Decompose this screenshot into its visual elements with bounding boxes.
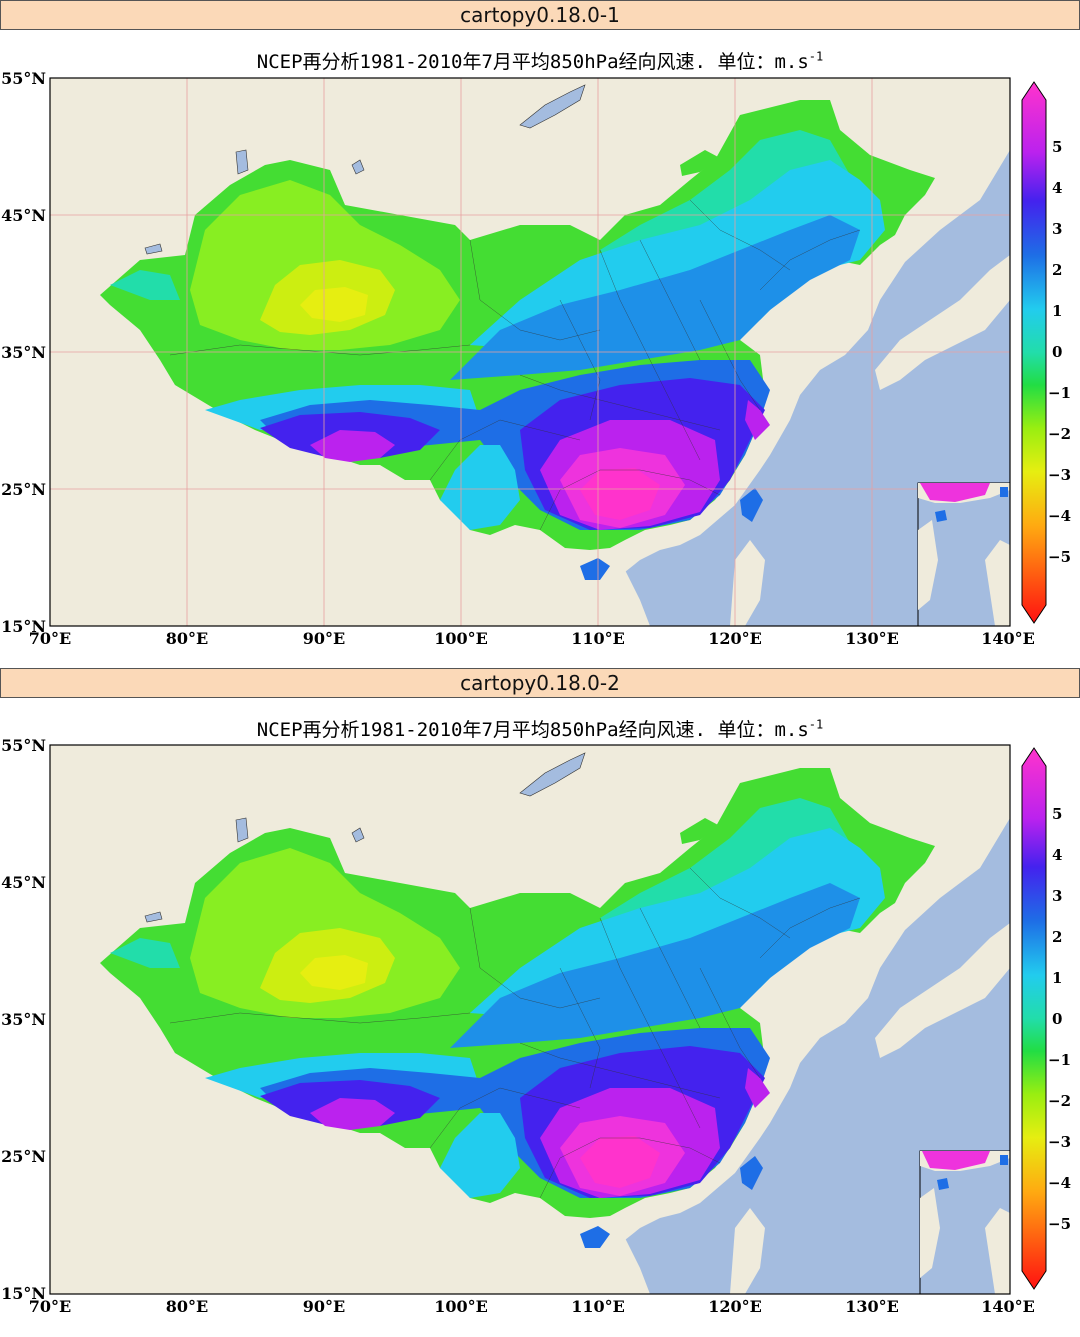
panel-header: cartopy0.18.0-2 <box>0 668 1080 698</box>
lake <box>351 827 365 843</box>
map-frame <box>49 744 1011 1295</box>
lat-label: 15°N <box>1 617 46 636</box>
colorbar-tick: −4 <box>1048 507 1071 525</box>
japan-land <box>875 923 1010 1058</box>
map-area <box>50 78 1010 626</box>
south-china-sea-inset <box>919 1150 1010 1294</box>
lake <box>144 911 163 923</box>
colorbar-tick: −4 <box>1048 1174 1071 1192</box>
japan-land <box>875 255 1010 390</box>
colorbar-tick: −2 <box>1048 1092 1071 1110</box>
colorbar-tick: −3 <box>1048 1133 1071 1151</box>
colorbar-tick: 1 <box>1052 302 1062 320</box>
colorbar-tick: −1 <box>1048 384 1071 402</box>
wind-field <box>100 768 935 1248</box>
lon-label: 80°E <box>166 1297 208 1316</box>
panel-2: cartopy0.18.0-2 NCEP再分析1981-2010年7月平均850… <box>0 668 1080 1337</box>
lon-label: 110°E <box>571 1297 625 1316</box>
colorbar-tick: −2 <box>1048 425 1071 443</box>
map-figure: 55°N 45°N 35°N 25°N 15°N 70°E 80°E 90°E … <box>1 736 1071 1316</box>
lat-label: 55°N <box>1 69 46 88</box>
map-title-text: NCEP再分析1981-2010年7月平均850hPa经向风速. 单位：m.s <box>256 51 809 73</box>
wind-field <box>100 100 935 580</box>
lon-label: 80°E <box>166 629 208 648</box>
map-area <box>50 745 1010 1294</box>
colorbar-tick: 5 <box>1052 805 1062 823</box>
lon-label: 120°E <box>708 1297 762 1316</box>
colorbar-tick: 1 <box>1052 969 1062 987</box>
philippines-land <box>730 540 765 626</box>
lat-axis: 55°N 45°N 35°N 25°N 15°N <box>1 736 46 1303</box>
colorbar-tick: 5 <box>1052 138 1062 156</box>
lat-label: 45°N <box>1 873 46 892</box>
lat-axis: 55°N 45°N 35°N 25°N 15°N <box>1 69 46 636</box>
lat-label: 35°N <box>1 1010 46 1029</box>
colorbar: 5 4 3 2 1 0 −1 −2 −3 −4 −5 <box>1021 81 1071 624</box>
lon-label: 120°E <box>708 629 762 648</box>
map-figure: 55°N 45°N 35°N 25°N 15°N 70°E 80°E 90°E … <box>1 69 1071 648</box>
lon-label: 140°E <box>981 629 1035 648</box>
lake <box>519 84 586 129</box>
map-title-exponent: -1 <box>808 49 824 64</box>
province-borders <box>169 199 861 531</box>
colorbar-body <box>1021 81 1047 624</box>
colorbar-body <box>1021 747 1047 1290</box>
map-frame <box>49 77 1011 627</box>
south-china-sea-inset <box>917 482 1010 626</box>
lon-label: 70°E <box>29 629 71 648</box>
korea-land <box>810 926 855 1013</box>
colorbar-ticks: 5 4 3 2 1 0 −1 −2 −3 −4 −5 <box>1048 138 1071 566</box>
colorbar-tick: 2 <box>1052 261 1062 279</box>
map-title-text: NCEP再分析1981-2010年7月平均850hPa经向风速. 单位：m.s <box>256 719 809 741</box>
colorbar-tick: 0 <box>1052 343 1062 361</box>
lat-label: 35°N <box>1 343 46 362</box>
colorbar-tick: 3 <box>1052 220 1062 238</box>
lon-axis: 70°E 80°E 90°E 100°E 110°E 120°E 130°E 1… <box>29 629 1035 648</box>
colorbar-tick: −3 <box>1048 466 1071 484</box>
philippines-land <box>730 1208 765 1294</box>
province-borders <box>169 867 861 1199</box>
lake <box>351 159 365 175</box>
colorbar-tick: 4 <box>1052 846 1062 864</box>
colorbar-ticks: 5 4 3 2 1 0 −1 −2 −3 −4 −5 <box>1048 805 1071 1233</box>
lon-label: 100°E <box>434 629 488 648</box>
lon-label: 140°E <box>981 1297 1035 1316</box>
lon-label: 130°E <box>845 629 899 648</box>
lake <box>144 243 163 255</box>
colorbar-tick: 3 <box>1052 887 1062 905</box>
panel-1: cartopy0.18.0-1 NCEP再分析1981-2010年7月平均850… <box>0 0 1080 668</box>
lat-label: 25°N <box>1 1147 46 1166</box>
korea-land <box>810 258 855 345</box>
gridlines <box>50 78 1010 626</box>
colorbar-tick: −1 <box>1048 1051 1071 1069</box>
lat-label: 55°N <box>1 736 46 755</box>
lat-label: 25°N <box>1 480 46 499</box>
lon-label: 100°E <box>434 1297 488 1316</box>
map-title: NCEP再分析1981-2010年7月平均850hPa经向风速. 单位：m.s-… <box>0 47 1080 74</box>
lon-label: 70°E <box>29 1297 71 1316</box>
colorbar-tick: 4 <box>1052 179 1062 197</box>
colorbar-tick: −5 <box>1048 1215 1071 1233</box>
colorbar: 5 4 3 2 1 0 −1 −2 −3 −4 −5 <box>1021 747 1071 1290</box>
panel-header: cartopy0.18.0-1 <box>0 0 1080 30</box>
lon-label: 90°E <box>303 1297 345 1316</box>
lon-label: 130°E <box>845 1297 899 1316</box>
map-title-exponent: -1 <box>808 717 824 732</box>
map-title: NCEP再分析1981-2010年7月平均850hPa经向风速. 单位：m.s-… <box>0 715 1080 742</box>
colorbar-tick: −5 <box>1048 548 1071 566</box>
lat-label: 45°N <box>1 206 46 225</box>
colorbar-tick: 0 <box>1052 1010 1062 1028</box>
lat-label: 15°N <box>1 1284 46 1303</box>
lon-label: 110°E <box>571 629 625 648</box>
lon-axis: 70°E 80°E 90°E 100°E 110°E 120°E 130°E 1… <box>29 1297 1035 1316</box>
lake <box>235 149 249 175</box>
lake <box>235 817 249 843</box>
lake <box>519 752 586 797</box>
colorbar-tick: 2 <box>1052 928 1062 946</box>
lon-label: 90°E <box>303 629 345 648</box>
